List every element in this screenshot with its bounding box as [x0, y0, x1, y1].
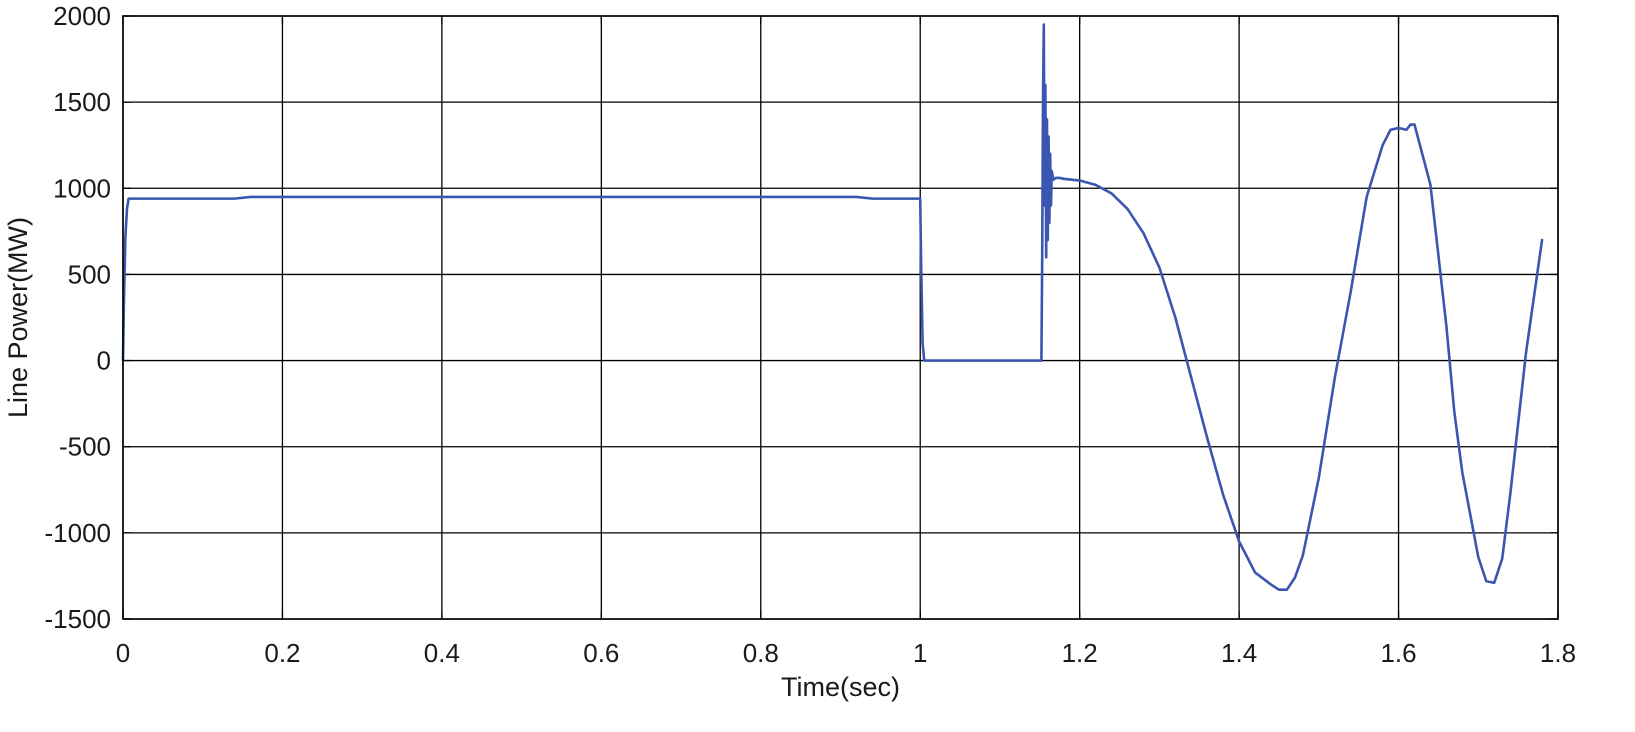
plot-frame — [122, 15, 1559, 620]
x-tick-label: 1.4 — [1221, 638, 1257, 668]
x-tick-label: 1.8 — [1540, 638, 1576, 668]
x-tick-label: 0 — [116, 638, 130, 668]
y-tick-label: -1500 — [45, 604, 112, 634]
y-tick-label: 500 — [68, 259, 111, 289]
x-tick-label: 1.2 — [1062, 638, 1098, 668]
y-tick-label: 2000 — [53, 1, 111, 31]
y-tick-label: 1500 — [53, 87, 111, 117]
y-tick-label: -500 — [59, 432, 111, 462]
x-tick-label: 1.6 — [1380, 638, 1416, 668]
x-tick-label: 1 — [913, 638, 927, 668]
y-tick-label: 0 — [97, 346, 111, 376]
series-line — [121, 23, 1544, 592]
y-tick-label: -1000 — [45, 518, 112, 548]
y-tick-label: 1000 — [53, 173, 111, 203]
x-tick-label: 0.2 — [264, 638, 300, 668]
grid-lines — [122, 15, 1559, 620]
y-tick-labels: 2000 1500 1000 500 0 -500 -1000 -1500 — [45, 1, 112, 634]
axis-ticks — [122, 15, 1559, 620]
x-tick-labels: 0 0.2 0.4 0.6 0.8 1 1.2 1.4 1.6 1.8 — [116, 638, 1576, 668]
x-tick-label: 0.6 — [583, 638, 619, 668]
x-axis-label: Time(sec) — [781, 672, 900, 702]
y-axis-label: Line Power(MW) — [3, 217, 33, 418]
x-tick-label: 0.4 — [424, 638, 460, 668]
x-tick-label: 0.8 — [743, 638, 779, 668]
